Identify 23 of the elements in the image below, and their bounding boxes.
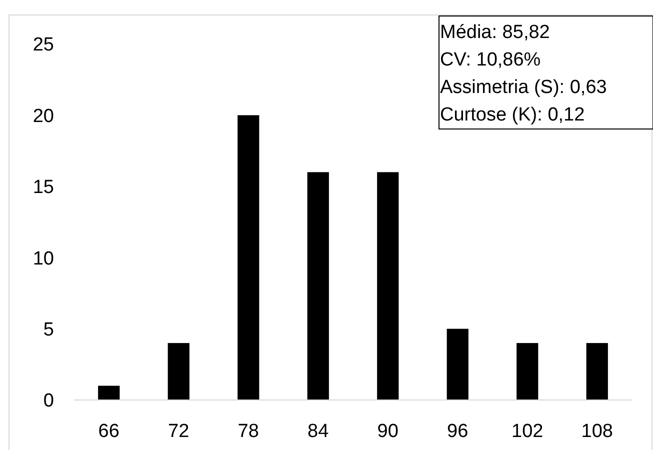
- x-tick-label: 108: [581, 421, 613, 442]
- y-tick-label: 10: [32, 248, 54, 270]
- y-tick-label: 15: [32, 177, 54, 198]
- bar: [446, 328, 468, 400]
- y-tick-label: 5: [43, 319, 54, 340]
- x-tick-label: 102: [512, 421, 544, 442]
- y-tick-label: 20: [32, 106, 54, 127]
- x-tick-label: 84: [308, 421, 330, 442]
- x-tick-label: 78: [238, 421, 259, 442]
- x-tick-label: 90: [377, 421, 398, 442]
- y-tick-label: 25: [32, 34, 54, 56]
- bar: [307, 172, 329, 400]
- bar: [516, 343, 538, 400]
- bar: [377, 172, 399, 400]
- bar: [238, 115, 260, 400]
- x-tick-label: 72: [168, 421, 190, 442]
- annotation: Média: 85,82 CV: 10,86% Assimetria (S): 0,63 Curtose (K): 0,12: [440, 22, 607, 126]
- y-tick-label: 0: [43, 390, 54, 412]
- bar: [586, 343, 608, 400]
- bar: [168, 343, 190, 400]
- x-tick-label: 66: [98, 421, 120, 442]
- x-tick-label: 96: [447, 421, 468, 442]
- bar: [98, 386, 120, 400]
